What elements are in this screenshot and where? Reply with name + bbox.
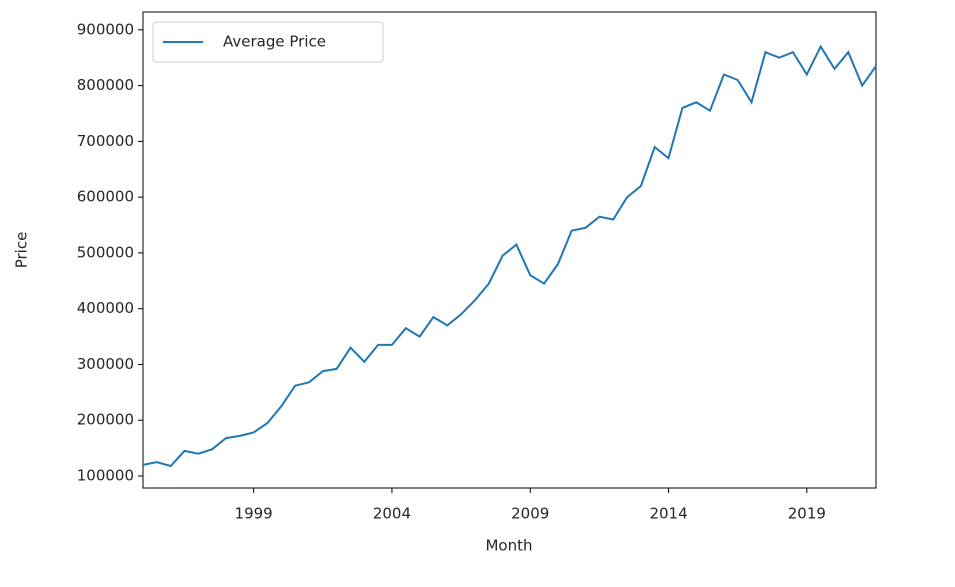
x-axis-label: Month (485, 537, 532, 555)
y-tick-label: 400000 (77, 299, 134, 317)
x-tick-label: 1999 (235, 505, 273, 523)
y-tick-label: 800000 (77, 76, 134, 94)
y-tick-label: 200000 (77, 411, 134, 429)
y-tick-label: 500000 (77, 243, 134, 261)
y-tick-label: 300000 (77, 355, 134, 373)
y-tick-label: 600000 (77, 188, 134, 206)
y-axis-label: Price (13, 232, 31, 269)
y-tick-label: 700000 (77, 132, 134, 150)
series-line (142, 44, 877, 468)
y-tick-label: 900000 (77, 20, 134, 38)
legend-box (152, 21, 384, 63)
y-tick-label: 100000 (77, 467, 134, 485)
x-tick-label: 2009 (511, 505, 549, 523)
x-tick-label: 2014 (649, 505, 687, 523)
plot-frame (142, 11, 877, 489)
x-tick-label: 2019 (788, 505, 826, 523)
x-tick-label: 2004 (373, 505, 411, 523)
legend-label: Average Price (223, 33, 326, 51)
